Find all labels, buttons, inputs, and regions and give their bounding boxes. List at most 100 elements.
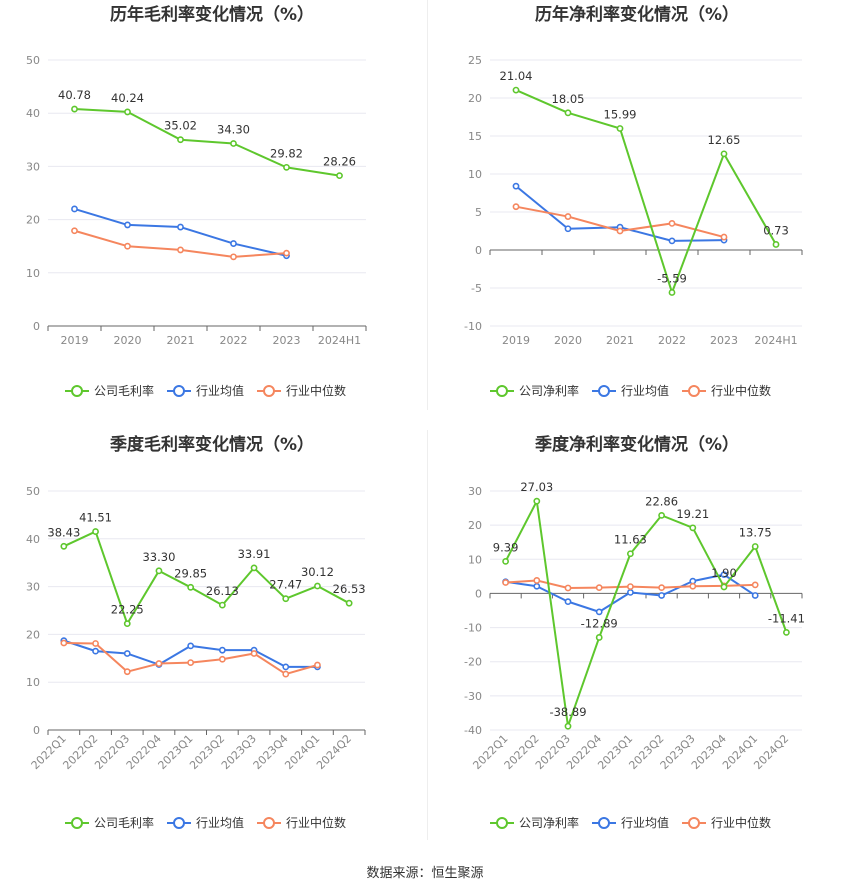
legend-item-company[interactable]: 公司净利率: [490, 815, 579, 830]
x-tick-label: 2022: [658, 334, 686, 347]
legend-item-company[interactable]: 公司毛利率: [65, 815, 154, 830]
y-tick-label: 40: [26, 533, 40, 546]
industry-median-point: [60, 639, 68, 647]
x-tick-label: 2023: [273, 334, 301, 347]
data-label: 29.82: [270, 146, 303, 160]
x-tick-label: 2021: [167, 334, 195, 347]
x-tick-label: 2024H1: [754, 334, 797, 347]
data-label: 26.53: [333, 582, 366, 596]
industry-median-point: [502, 579, 509, 586]
company-point: [502, 557, 509, 565]
y-tick-label: -40: [464, 724, 482, 737]
legend-marker-icon: [71, 385, 83, 397]
industry-avg-point: [595, 608, 603, 616]
chart-svg: 季度毛利率变化情况（%）010203040502022Q12022Q22022Q…: [26, 434, 366, 830]
legend-item-industry-median[interactable]: 行业中位数: [257, 815, 346, 830]
legend-item-industry-avg[interactable]: 行业均值: [592, 815, 669, 830]
x-tick-label: 2024Q2: [314, 732, 354, 772]
y-tick-label: 10: [468, 553, 482, 566]
company-point: [658, 511, 665, 519]
company-point: [92, 528, 99, 535]
data-label: 11.63: [614, 533, 647, 547]
legend-item-industry-median[interactable]: 行业中位数: [257, 383, 346, 398]
legend-item-industry-median[interactable]: 行业中位数: [682, 383, 771, 398]
quarterly-gross-margin-chart: 季度毛利率变化情况（%） 0 10 20 30 40 50 2022Q1 2022Q2 2022Q…: [0, 430, 425, 840]
y-tick-label: 10: [26, 676, 40, 689]
company-point: [230, 140, 237, 147]
company-point: [282, 595, 290, 603]
company-point: [772, 241, 780, 248]
quarterly-net-margin-chart: 季度净利率变化情况（%） -40 -30 -20 -10 0 10 20 30 2022Q1 202…: [425, 430, 850, 840]
industry-median-point: [595, 584, 603, 592]
data-label: 35.02: [164, 119, 197, 133]
legend-item-company[interactable]: 公司毛利率: [65, 383, 154, 398]
y-tick-label: 10: [468, 168, 482, 181]
y-tick-label: 20: [468, 519, 482, 532]
y-tick-label: 15: [468, 130, 482, 143]
legend-label: 行业均值: [621, 383, 669, 398]
legend-marker-icon: [173, 817, 185, 829]
industry-median-point: [751, 581, 759, 589]
data-label: 30.12: [301, 565, 334, 579]
company-point: [720, 150, 728, 158]
y-tick-label: 20: [468, 92, 482, 105]
data-label: 41.51: [79, 511, 112, 525]
company-line: [63, 530, 350, 625]
company-point: [616, 125, 624, 132]
y-tick-label: -10: [464, 320, 482, 333]
company-point: [595, 634, 603, 641]
y-tick-label: -20: [464, 656, 482, 669]
legend-label: 行业均值: [621, 815, 669, 830]
data-source: 数据来源：恒生聚源: [366, 866, 484, 881]
y-tick-label: 30: [26, 581, 40, 594]
company-point: [345, 599, 353, 607]
industry-avg-point: [230, 240, 237, 247]
legend-label: 行业中位数: [711, 383, 771, 398]
industry-median-point: [177, 246, 184, 254]
y-tick-label: 50: [26, 54, 40, 67]
x-tick-label: 2019: [61, 334, 89, 347]
industry-median-point: [689, 582, 697, 590]
data-label: 27.03: [520, 480, 553, 494]
legend-marker-icon: [263, 817, 275, 829]
industry-median-point: [658, 584, 665, 592]
data-label: 26.13: [206, 584, 239, 598]
industry-avg-point: [564, 598, 572, 606]
x-tick-label: 2020: [114, 334, 142, 347]
industry-median-point: [71, 227, 78, 235]
legend-item-industry-avg[interactable]: 行业均值: [592, 383, 669, 398]
company-point: [155, 567, 163, 575]
company-point: [283, 163, 290, 171]
industry-median-point: [123, 668, 131, 676]
industry-avg-point: [512, 182, 520, 190]
company-point: [626, 550, 634, 558]
legend-item-industry-avg[interactable]: 行业均值: [167, 383, 244, 398]
industry-median-point: [187, 659, 195, 667]
industry-median-point: [218, 655, 226, 663]
data-label: 40.24: [111, 91, 144, 105]
data-label: 18.05: [552, 92, 585, 106]
industry-avg-point: [564, 225, 572, 233]
legend-item-industry-median[interactable]: 行业中位数: [682, 815, 771, 830]
industry-median-point: [250, 650, 258, 657]
chart-title: 历年毛利率变化情况（%）: [110, 4, 314, 25]
data-label: 22.25: [111, 603, 144, 617]
legend-item-industry-avg[interactable]: 行业均值: [167, 815, 244, 830]
industry-median-point: [564, 584, 572, 592]
legend-label: 行业中位数: [711, 815, 771, 830]
data-label: 12.65: [708, 133, 741, 147]
industry-median-point: [155, 660, 163, 667]
company-point: [124, 108, 131, 116]
industry-median-point: [282, 670, 290, 678]
y-tick-label: 0: [475, 587, 482, 600]
y-tick-label: 5: [475, 206, 482, 219]
company-point: [123, 620, 131, 628]
industry-avg-point: [751, 592, 759, 599]
x-tick-label: 2024Q2: [751, 732, 791, 772]
company-point: [668, 289, 676, 296]
data-label: 0.73: [763, 223, 789, 237]
company-line: [74, 108, 340, 177]
data-label: -38.89: [549, 705, 586, 719]
data-label: 13.75: [739, 525, 772, 539]
legend-item-company[interactable]: 公司净利率: [490, 383, 579, 398]
